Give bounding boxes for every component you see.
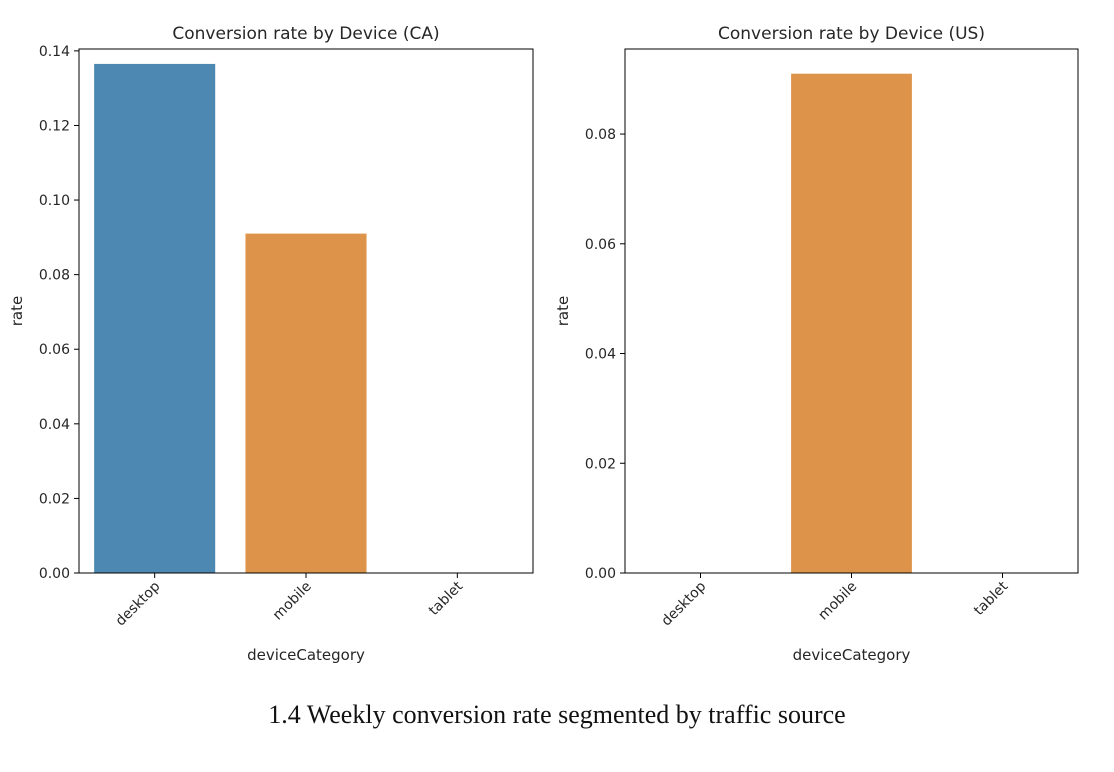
chart-0-bar-desktop bbox=[94, 63, 216, 573]
chart-0-x-axis-label: deviceCategory bbox=[247, 646, 365, 664]
figure-caption: 1.4 Weekly conversion rate segmented by … bbox=[268, 700, 846, 729]
chart-0-title: Conversion rate by Device (CA) bbox=[172, 24, 439, 44]
chart-1-ytick-label: 0.04 bbox=[585, 347, 616, 363]
chart-1-xtick-label: mobile bbox=[815, 579, 860, 624]
chart-1-ytick-label: 0.06 bbox=[585, 237, 616, 253]
chart-1-bar-mobile bbox=[791, 73, 912, 573]
chart-0-ytick-label: 0.06 bbox=[39, 342, 70, 358]
chart-0-ytick-label: 0.00 bbox=[39, 566, 70, 582]
chart-1-xtick-label: tablet bbox=[971, 578, 1012, 619]
chart-0-xtick-label: mobile bbox=[270, 579, 315, 624]
chart-1-xtick-label: desktop bbox=[659, 578, 710, 629]
chart-0-ytick-label: 0.04 bbox=[39, 417, 70, 433]
chart-1-x-axis-label: deviceCategory bbox=[793, 646, 911, 664]
chart-1-y-axis-label: rate bbox=[554, 296, 572, 326]
chart-0-ytick-label: 0.12 bbox=[39, 118, 70, 134]
chart-1-ytick-label: 0.08 bbox=[585, 127, 616, 143]
chart-0-bar-mobile bbox=[245, 233, 367, 573]
chart-0-ytick-label: 0.02 bbox=[39, 491, 70, 507]
chart-0-ytick-label: 0.10 bbox=[39, 193, 70, 209]
chart-0-xtick-label: desktop bbox=[113, 578, 164, 629]
chart-1-ytick-label: 0.02 bbox=[585, 456, 616, 472]
chart-1-ytick-label: 0.00 bbox=[585, 566, 616, 582]
chart-0-y-axis-label: rate bbox=[8, 296, 26, 326]
chart-0-ytick-label: 0.14 bbox=[39, 44, 70, 60]
chart-1-title: Conversion rate by Device (US) bbox=[718, 24, 985, 44]
chart-0-xtick-label: tablet bbox=[426, 578, 467, 619]
chart-0-ytick-label: 0.08 bbox=[39, 268, 70, 284]
